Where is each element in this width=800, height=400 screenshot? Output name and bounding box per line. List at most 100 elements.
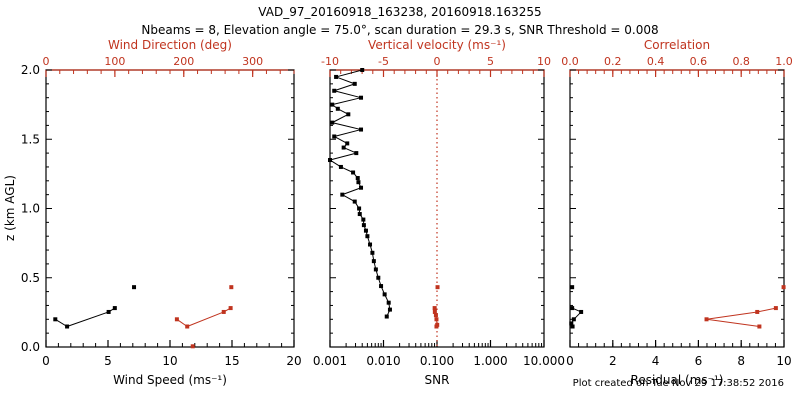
series-segment [757, 307, 776, 313]
bottom-axis-label: Wind Speed (ms⁻¹) [113, 373, 227, 387]
data-point-marker [433, 313, 438, 318]
data-point-marker [371, 259, 376, 264]
panel-1: 0 100 200 300 Wind Direction (deg) 0 5 10 15 20 Wi… [21, 38, 302, 387]
data-point-marker [65, 324, 70, 329]
series-segment [335, 69, 363, 78]
top-axis-1: 0 100 200 300 Wind Direction (deg) [43, 38, 295, 77]
data-point-marker [190, 344, 195, 349]
data-point-marker [355, 176, 360, 181]
data-point-marker [363, 228, 368, 233]
figure-title-line1: VAD_97_20160918_163238, 20160918.163255 [258, 5, 541, 19]
series-segment [334, 90, 362, 99]
panel-frame [569, 69, 785, 348]
data-point-marker [379, 284, 384, 289]
top-tick-label: 0.4 [647, 55, 665, 68]
bottom-tick-label: 10.000 [523, 354, 565, 368]
top-axis-label: Vertical velocity (ms⁻¹) [368, 38, 506, 52]
bottom-tick-label: 5 [104, 354, 112, 368]
bottom-tick-label: 0 [566, 354, 574, 368]
data-point-marker [373, 267, 378, 272]
data-point-marker [53, 317, 58, 322]
figure-footer: Plot created on Tue Nov 29 17:38:52 2016 [573, 378, 784, 389]
y-tick-label: 2.0 [21, 63, 40, 77]
series-segment [334, 83, 355, 92]
data-point-marker [434, 324, 439, 329]
data-point-marker [328, 158, 332, 163]
series-residual [569, 285, 584, 329]
bottom-tick-label: 6 [695, 354, 703, 368]
data-point-marker [360, 68, 365, 72]
data-point-marker [340, 192, 345, 197]
top-axis-label: Wind Direction (deg) [108, 38, 232, 52]
data-point-marker [386, 300, 391, 305]
data-point-marker [359, 95, 364, 100]
data-point-marker [569, 321, 574, 326]
y-axis-1: 0.0 0.5 1.0 1.5 2.0 [21, 63, 294, 354]
data-point-marker [781, 285, 786, 290]
bottom-tick-label: 4 [652, 354, 660, 368]
data-point-marker [229, 285, 234, 290]
top-tick-label: 200 [173, 55, 194, 68]
series-segment [334, 136, 348, 144]
top-tick-label: 100 [104, 55, 125, 68]
top-tick-label: 0.0 [561, 55, 579, 68]
data-point-marker [330, 120, 335, 125]
y-axis-3 [570, 69, 784, 348]
top-tick-label: 1.0 [775, 55, 793, 68]
bottom-axis-1: 0 5 10 15 20 Wind Speed (ms⁻¹) [42, 340, 302, 387]
footer-timestamp: Plot created on Tue Nov 29 17:38:52 2016 [573, 378, 784, 389]
data-point-marker [755, 309, 760, 314]
data-point-marker [579, 309, 584, 314]
series-segment [343, 147, 357, 154]
data-point-marker [570, 306, 575, 311]
series-segment [342, 194, 355, 203]
data-point-marker [185, 324, 190, 329]
series-segment [331, 113, 349, 124]
y-axis-2 [330, 69, 544, 348]
data-point-marker [359, 127, 364, 132]
top-tick-label: 0 [434, 55, 441, 68]
series-segment [329, 152, 357, 161]
bottom-tick-label: 15 [224, 354, 239, 368]
y-tick-label: 1.0 [21, 202, 40, 216]
data-point-marker [359, 185, 364, 190]
series-segment [66, 311, 109, 327]
data-point-marker [704, 317, 709, 322]
bottom-axis-label: SNR [425, 373, 450, 387]
series-segment [334, 129, 362, 137]
data-point-marker [365, 234, 370, 239]
series-segment [332, 97, 362, 106]
data-point-marker [345, 141, 350, 146]
bottom-tick-label: 1.000 [473, 354, 507, 368]
data-point-marker [334, 74, 339, 79]
data-point-marker [341, 145, 346, 150]
data-point-marker [382, 292, 387, 297]
bottom-tick-label: 10 [162, 354, 177, 368]
data-point-marker [376, 275, 381, 280]
data-point-marker [112, 306, 117, 311]
top-tick-label: 10 [537, 55, 551, 68]
top-tick-label: 0 [43, 55, 50, 68]
y-tick-label: 0.0 [21, 340, 40, 354]
series-wind-speed [53, 285, 137, 329]
bottom-axis-2: 0.001 0.010 0.100 1.000 10.000 SNR [313, 340, 565, 387]
top-tick-label: 0.2 [604, 55, 622, 68]
y-tick-label: 1.5 [21, 132, 40, 146]
figure-title-line2: Nbeams = 8, Elevation angle = 75.0°, sca… [141, 23, 658, 37]
data-point-marker [368, 242, 373, 247]
data-point-marker [352, 81, 357, 86]
data-point-marker [338, 164, 343, 169]
bottom-tick-label: 10 [776, 354, 791, 368]
data-point-marker [332, 88, 337, 93]
top-tick-label: 0.6 [690, 55, 708, 68]
bottom-tick-label: 0.100 [420, 354, 454, 368]
bottom-tick-label: 2 [609, 354, 617, 368]
data-point-marker [370, 250, 375, 255]
data-point-marker [330, 102, 335, 107]
series-segment [342, 187, 362, 196]
data-point-marker [432, 306, 437, 311]
y-axis-label-group: z (km AGL) [3, 175, 17, 241]
bottom-tick-label: 0.010 [366, 354, 400, 368]
